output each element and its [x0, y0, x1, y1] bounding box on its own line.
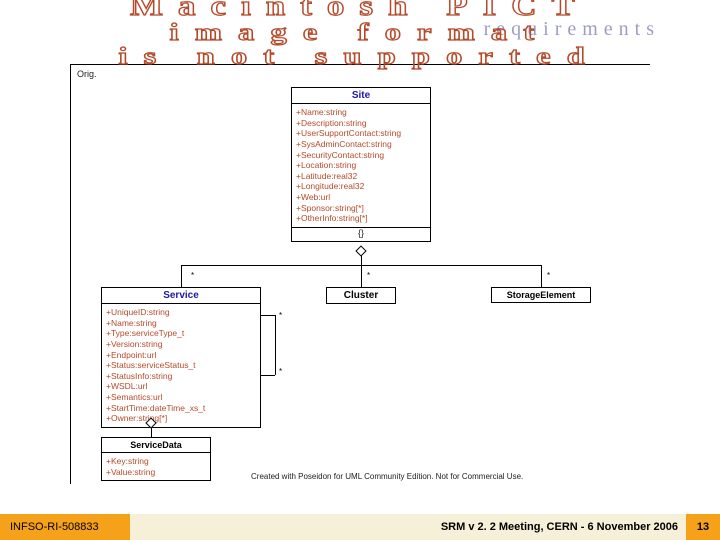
uml-class-title: Cluster [326, 287, 396, 304]
banner-line-2: image format [170, 21, 551, 45]
uml-attr: +UserSupportContact:string [296, 128, 426, 139]
uml-attr: +Version:string [106, 339, 256, 350]
uml-attr: +Owner:string[*] [106, 413, 256, 424]
multiplicity: * [547, 271, 550, 280]
multiplicity: * [191, 271, 194, 280]
uml-attr: +Longitude:real32 [296, 181, 426, 192]
uml-attr: +Key:string [106, 456, 206, 467]
banner: Macintosh PICT image format is not suppo… [0, 0, 720, 62]
uml-class-servicedata: ServiceData +Key:string +Value:string [101, 437, 211, 481]
footer-page-number: 13 [686, 514, 720, 540]
uml-attr: +SysAdminContact:string [296, 139, 426, 150]
banner-line-1: Macintosh PICT [130, 0, 590, 21]
uml-attr: +Description:string [296, 118, 426, 129]
footer-project-id: INFSO-RI-508833 [0, 514, 130, 540]
diagram-credit: Created with Poseidon for UML Community … [251, 472, 523, 481]
uml-ops-placeholder: {} [291, 228, 431, 242]
footer-spacer [130, 514, 433, 540]
footer-meeting: SRM v 2. 2 Meeting, CERN - 6 November 20… [433, 514, 686, 540]
uml-attr: +Latitude:real32 [296, 171, 426, 182]
uml-attr: +Web:url [296, 192, 426, 203]
uml-attr: +OtherInfo:string[*] [296, 213, 426, 224]
uml-attr: +SecurityContact:string [296, 150, 426, 161]
edge [361, 265, 362, 287]
uml-attr: +Type:serviceType_t [106, 328, 256, 339]
uml-class-storage: StorageElement [491, 287, 591, 303]
uml-class-attrs: +Name:string +Description:string +UserSu… [291, 104, 431, 228]
uml-class-site: Site +Name:string +Description:string +U… [291, 87, 431, 242]
edge [181, 265, 182, 287]
multiplicity: * [279, 311, 282, 320]
edge [261, 375, 275, 376]
multiplicity: * [367, 271, 370, 280]
slide-footer: INFSO-RI-508833 SRM v 2. 2 Meeting, CERN… [0, 514, 720, 540]
uml-attr: +StartTime:dateTime_xs_t [106, 403, 256, 414]
aggregation-diamond-icon [355, 245, 366, 256]
uml-class-title: StorageElement [491, 287, 591, 303]
uml-class-attrs: +UniqueID:string +Name:string +Type:serv… [101, 304, 261, 428]
uml-attr: +Sponsor:string[*] [296, 203, 426, 214]
uml-attr: +Name:string [106, 318, 256, 329]
uml-attr: +Status:serviceStatus_t [106, 360, 256, 371]
uml-class-title: ServiceData [101, 437, 211, 453]
uml-attr: +WSDL:url [106, 381, 256, 392]
uml-attr: +Location:string [296, 160, 426, 171]
uml-attr: +Value:string [106, 467, 206, 478]
uml-class-title: Site [291, 87, 431, 104]
uml-attr: +Semantics:url [106, 392, 256, 403]
uml-attr: +UniqueID:string [106, 307, 256, 318]
multiplicity: * [279, 367, 282, 376]
edge [261, 315, 275, 316]
uml-class-title: Service [101, 287, 261, 304]
uml-attr: +StatusInfo:string [106, 371, 256, 382]
banner-line-3: is not supported [119, 45, 601, 69]
uml-attr: +Endpoint:url [106, 350, 256, 361]
origin-label: Orig. [77, 69, 97, 79]
uml-class-attrs: +Key:string +Value:string [101, 453, 211, 481]
uml-class-cluster: Cluster [326, 287, 396, 304]
edge [275, 315, 276, 375]
uml-attr: +Name:string [296, 107, 426, 118]
edge [541, 265, 542, 287]
uml-diagram: Orig. Site +Name:string +Description:str… [70, 64, 650, 484]
uml-class-service: Service +UniqueID:string +Name:string +T… [101, 287, 261, 428]
